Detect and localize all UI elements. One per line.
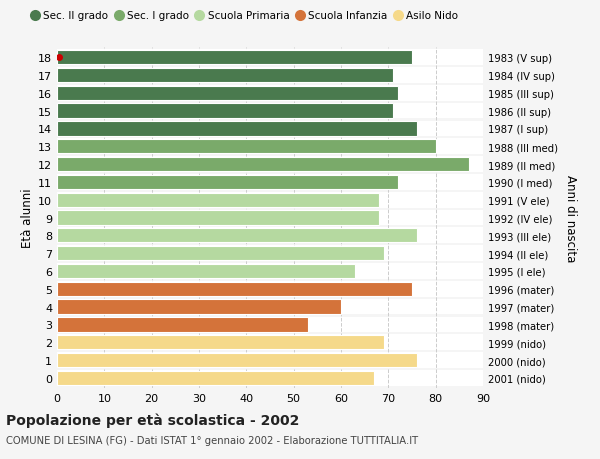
Bar <box>57 174 483 190</box>
Bar <box>57 371 374 385</box>
Bar <box>57 51 412 65</box>
Bar <box>57 263 483 279</box>
Bar <box>57 157 483 173</box>
Bar <box>57 318 308 332</box>
Bar <box>57 246 383 261</box>
Bar <box>57 229 417 243</box>
Bar <box>57 122 417 136</box>
Text: COMUNE DI LESINA (FG) - Dati ISTAT 1° gennaio 2002 - Elaborazione TUTTITALIA.IT: COMUNE DI LESINA (FG) - Dati ISTAT 1° ge… <box>6 435 418 445</box>
Bar <box>57 121 483 137</box>
Bar <box>57 299 483 315</box>
Bar <box>57 370 483 386</box>
Bar <box>57 317 483 333</box>
Bar <box>57 211 379 225</box>
Bar <box>57 282 412 296</box>
Bar <box>57 69 393 83</box>
Bar <box>57 300 341 314</box>
Bar <box>57 336 383 350</box>
Bar <box>57 193 379 207</box>
Bar <box>57 228 483 244</box>
Bar <box>57 103 483 119</box>
Bar <box>57 86 483 101</box>
Bar <box>57 175 398 190</box>
Bar <box>57 335 483 350</box>
Bar <box>57 104 393 118</box>
Bar <box>57 86 398 101</box>
Bar <box>57 139 483 155</box>
Bar <box>57 157 469 172</box>
Bar <box>57 264 355 279</box>
Y-axis label: Età alunni: Età alunni <box>21 188 34 248</box>
Bar <box>57 246 483 262</box>
Bar <box>57 192 483 208</box>
Bar <box>57 140 436 154</box>
Bar <box>57 68 483 84</box>
Y-axis label: Anni di nascita: Anni di nascita <box>565 174 577 262</box>
Text: Popolazione per età scolastica - 2002: Popolazione per età scolastica - 2002 <box>6 413 299 428</box>
Bar <box>57 281 483 297</box>
Legend: Sec. II grado, Sec. I grado, Scuola Primaria, Scuola Infanzia, Asilo Nido: Sec. II grado, Sec. I grado, Scuola Prim… <box>29 9 460 23</box>
Bar <box>57 353 483 368</box>
Bar <box>57 353 417 367</box>
Bar <box>57 50 483 66</box>
Bar <box>57 210 483 226</box>
